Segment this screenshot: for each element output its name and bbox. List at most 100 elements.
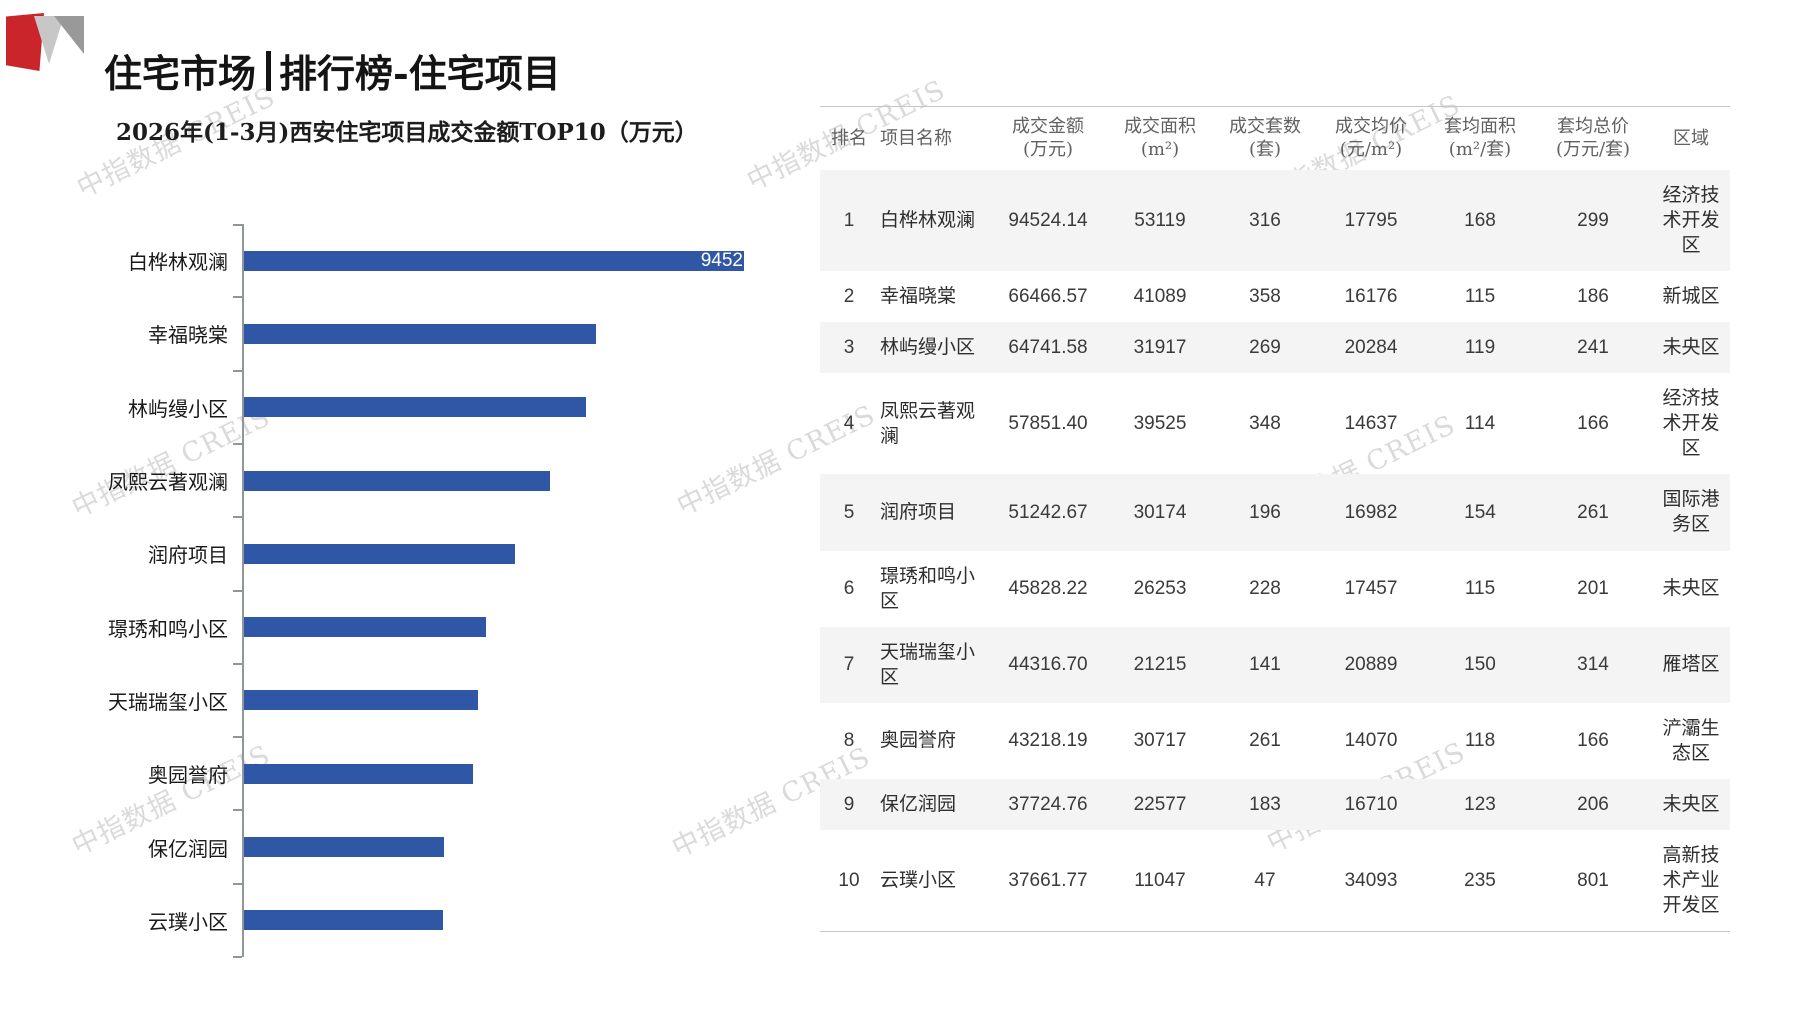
cell-project-name: 璟琇和鸣小区 <box>880 564 976 612</box>
bar-9 <box>244 837 444 858</box>
cell-sales-area: 31917 <box>1133 337 1187 359</box>
cell-project-name: 云璞小区 <box>880 869 957 892</box>
cell-rank: 5 <box>843 501 855 523</box>
axis-tick <box>233 809 242 812</box>
axis-tick <box>233 882 242 885</box>
cell-avg-unit-price: 201 <box>1577 578 1609 600</box>
cell-avg-unit-price: 166 <box>1577 730 1609 752</box>
cell-sales-amount: 94524.14 <box>1008 209 1088 231</box>
cell-units-sold: 316 <box>1249 209 1281 231</box>
cell-avg-unit-price: 206 <box>1577 794 1609 816</box>
logo-dark-triangle <box>54 16 84 54</box>
cell-district: 国际港务区 <box>1662 488 1720 536</box>
bar-row <box>244 664 744 737</box>
cell-project-name: 润府项目 <box>880 500 957 523</box>
bar-2 <box>244 323 596 344</box>
bar-10 <box>244 910 444 931</box>
cell-district: 高新技术产业开发区 <box>1662 844 1720 917</box>
cell-units-sold: 348 <box>1249 413 1281 435</box>
cell-project-name: 凤熙云著观澜 <box>880 399 976 447</box>
table-row: 9 保亿润园 37724.76 22577 183 16710 123 206 未央区 <box>820 779 1730 831</box>
cell-rank: 9 <box>843 794 855 816</box>
cell-rank: 2 <box>843 286 855 308</box>
bar-row <box>244 297 744 370</box>
axis-tick <box>233 662 242 665</box>
bar-row <box>244 444 744 517</box>
cell-project-name: 奥园誉府 <box>880 729 957 752</box>
cell-units-sold: 269 <box>1249 337 1281 359</box>
cell-units-sold: 183 <box>1249 794 1281 816</box>
cell-units-sold: 261 <box>1249 730 1281 752</box>
axis-tick <box>233 224 242 226</box>
page-title-right: 排行榜-住宅项目 <box>279 51 561 97</box>
chart-category-labels: 白桦林观澜 幸福晓棠 林屿缦小区 凤熙云著观澜 润府项目 璟琇和鸣小区 天瑞瑞玺小区 奥园誉府… <box>62 224 242 957</box>
cell-sales-amount: 44316.70 <box>1008 654 1088 676</box>
cell-project-name: 天瑞瑞玺小区 <box>880 640 976 688</box>
chart-plot: 白桦林观澜 幸福晓棠 林屿缦小区 凤熙云著观澜 润府项目 璟琇和鸣小区 天瑞瑞玺小区 奥园誉府… <box>62 224 744 958</box>
table-header-row: 排名 项目名称 成交金额 (万元) 成交面积 (m²) 成交套数 (套) 成交均价 (元/m²) 套… <box>820 106 1730 170</box>
cell-district: 未央区 <box>1662 577 1720 600</box>
page-title: 住宅市场 排行榜-住宅项目 <box>104 43 561 98</box>
cell-sales-amount: 66466.57 <box>1008 286 1088 308</box>
cell-avg-price: 16710 <box>1344 794 1398 816</box>
axis-tick <box>233 369 242 372</box>
cell-avg-price: 34093 <box>1344 870 1398 892</box>
cell-avg-unit-area: 115 <box>1464 286 1496 308</box>
chart-title: 2026年(1-3月)西安住宅项目成交金额TOP10（万元） <box>116 119 698 146</box>
cell-avg-unit-price: 186 <box>1577 286 1609 308</box>
cell-sales-amount: 51242.67 <box>1008 501 1088 523</box>
cell-project-name: 保亿润园 <box>880 793 957 816</box>
cell-avg-unit-price: 241 <box>1577 337 1609 359</box>
cell-sales-area: 22577 <box>1133 794 1187 816</box>
column-header-avg-price: 成交均价 (元/m²) <box>1335 116 1407 161</box>
cell-sales-amount: 45828.22 <box>1008 578 1088 600</box>
category-label: 润府项目 <box>148 543 228 568</box>
category-label: 天瑞瑞玺小区 <box>108 689 228 714</box>
axis-tick <box>233 296 242 299</box>
cell-rank: 3 <box>843 337 855 359</box>
table-row: 2 幸福晓棠 66466.57 41089 358 16176 115 186 新城区 <box>820 271 1730 322</box>
title-divider <box>266 50 272 91</box>
cell-sales-amount: 43218.19 <box>1008 730 1088 752</box>
cell-avg-unit-area: 118 <box>1464 730 1496 752</box>
cell-rank: 4 <box>843 413 855 435</box>
cell-district: 经济技术开发区 <box>1662 183 1720 256</box>
cell-units-sold: 141 <box>1249 654 1281 676</box>
table-row: 3 林屿缦小区 64741.58 31917 269 20284 119 241 未央区 <box>820 322 1730 374</box>
ranking-table: 排名 项目名称 成交金额 (万元) 成交面积 (m²) 成交套数 (套) 成交均价 (元/m²) 套… <box>820 106 1730 932</box>
axis-tick <box>233 956 242 958</box>
cell-avg-unit-price: 166 <box>1577 413 1609 435</box>
bar-row: 9452 <box>244 224 744 297</box>
axis-tick <box>233 442 242 445</box>
cell-avg-price: 14070 <box>1344 730 1398 752</box>
bar-row <box>244 517 744 590</box>
cell-avg-price: 17795 <box>1344 209 1398 231</box>
bar-row <box>244 371 744 444</box>
category-label: 幸福晓棠 <box>148 323 228 348</box>
cell-avg-price: 20889 <box>1344 654 1398 676</box>
cell-sales-area: 53119 <box>1134 209 1186 231</box>
cell-district: 未央区 <box>1662 793 1720 816</box>
bar-row <box>244 590 744 663</box>
axis-tick <box>233 516 242 519</box>
cell-sales-area: 39525 <box>1133 413 1187 435</box>
cell-avg-price: 16176 <box>1344 286 1398 308</box>
cell-avg-price: 20284 <box>1344 337 1398 359</box>
axis-tick <box>233 589 242 592</box>
bar-3 <box>244 397 587 418</box>
cell-units-sold: 47 <box>1254 870 1276 892</box>
cell-sales-area: 30717 <box>1133 730 1187 752</box>
bar-value-label: 9452 <box>700 250 743 271</box>
cell-avg-price: 14637 <box>1344 413 1398 435</box>
table-row: 6 璟琇和鸣小区 45828.22 26253 228 17457 115 201 未央区 <box>820 551 1730 627</box>
cell-avg-price: 16982 <box>1344 501 1398 523</box>
category-label: 保亿润园 <box>148 836 228 861</box>
table-row: 7 天瑞瑞玺小区 44316.70 21215 141 20889 150 314 雁塔区 <box>820 626 1730 703</box>
bar-6 <box>244 617 487 638</box>
cell-units-sold: 196 <box>1249 501 1281 523</box>
cell-avg-unit-area: 115 <box>1464 578 1496 600</box>
ranking-table-container: 排名 项目名称 成交金额 (万元) 成交面积 (m²) 成交套数 (套) 成交均价 (元/m²) 套… <box>820 106 1730 932</box>
cell-avg-unit-area: 150 <box>1464 654 1496 676</box>
bar-4 <box>244 470 550 491</box>
cell-avg-unit-price: 261 <box>1577 501 1609 523</box>
